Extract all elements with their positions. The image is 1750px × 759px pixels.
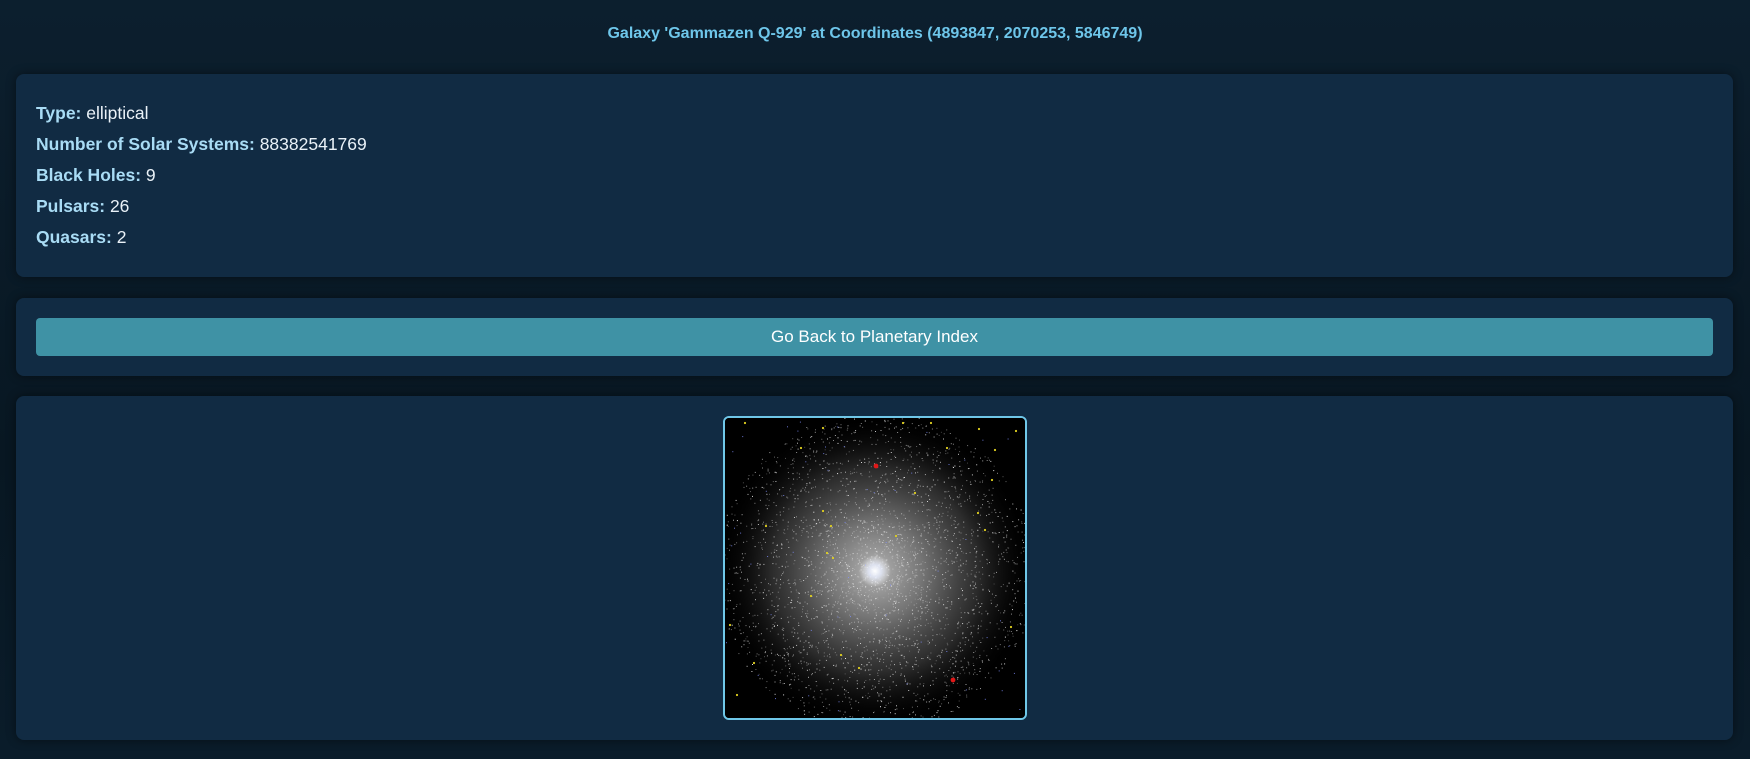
type-label: Type: bbox=[36, 103, 82, 123]
pulsars-value: 26 bbox=[109, 196, 130, 216]
pulsar-marker bbox=[728, 623, 732, 627]
type-value: elliptical bbox=[86, 103, 149, 123]
black-holes-label: Black Holes: bbox=[36, 165, 142, 185]
pulsar-marker bbox=[752, 661, 756, 665]
pulsar-marker bbox=[945, 446, 949, 450]
solar-systems-label: Number of Solar Systems: bbox=[36, 134, 255, 154]
quasar-markers bbox=[873, 463, 956, 683]
pulsar-marker bbox=[809, 594, 813, 598]
pulsar-marker bbox=[839, 653, 843, 657]
pulsar-marker bbox=[1009, 625, 1013, 629]
pulsar-marker bbox=[735, 693, 739, 697]
pulsar-marker bbox=[821, 509, 825, 513]
pulsar-marker bbox=[983, 528, 987, 532]
back-to-planetary-index-button[interactable]: Go Back to Planetary Index bbox=[36, 318, 1713, 356]
pulsar-marker bbox=[764, 524, 768, 528]
pulsar-marker bbox=[1014, 429, 1018, 433]
pulsar-marker bbox=[857, 666, 861, 670]
type-row: Type: elliptical bbox=[36, 102, 149, 124]
galaxy-info-panel: Type: elliptical Number of Solar Systems… bbox=[16, 74, 1733, 277]
pulsar-marker bbox=[825, 551, 829, 555]
pulsars-label: Pulsars: bbox=[36, 196, 106, 216]
pulsar-marker bbox=[829, 524, 833, 528]
quasars-value: 2 bbox=[116, 227, 127, 247]
pulsars-row: Pulsars: 26 bbox=[36, 195, 129, 217]
quasars-row: Quasars: 2 bbox=[36, 226, 126, 248]
navigation-panel: Go Back to Planetary Index bbox=[16, 298, 1733, 376]
solar-systems-row: Number of Solar Systems: 88382541769 bbox=[36, 133, 367, 155]
pulsar-marker bbox=[799, 446, 803, 450]
pulsar-marker bbox=[894, 534, 898, 538]
pulsar-marker bbox=[913, 491, 917, 495]
black-holes-row: Black Holes: 9 bbox=[36, 164, 156, 186]
quasar-marker bbox=[873, 463, 879, 469]
pulsar-marker bbox=[990, 478, 994, 482]
quasars-label: Quasars: bbox=[36, 227, 112, 247]
pulsar-marker bbox=[929, 421, 933, 425]
galaxy-image bbox=[725, 418, 1025, 718]
galaxy-canvas bbox=[723, 416, 1027, 720]
galaxy-core bbox=[859, 555, 891, 587]
solar-systems-value: 88382541769 bbox=[259, 134, 367, 154]
pulsar-marker bbox=[821, 426, 825, 430]
quasar-marker bbox=[950, 677, 956, 683]
pulsar-marker bbox=[976, 511, 980, 515]
pulsar-marker bbox=[977, 427, 981, 431]
pulsar-marker bbox=[743, 421, 747, 425]
page-title: Galaxy 'Gammazen Q-929' at Coordinates (… bbox=[607, 25, 1143, 42]
black-holes-value: 9 bbox=[145, 165, 156, 185]
pulsar-marker bbox=[831, 556, 835, 560]
pulsar-marker bbox=[901, 421, 905, 425]
galaxy-visual-panel bbox=[16, 396, 1733, 740]
pulsar-markers bbox=[728, 421, 1018, 697]
pulsar-marker bbox=[993, 448, 997, 452]
